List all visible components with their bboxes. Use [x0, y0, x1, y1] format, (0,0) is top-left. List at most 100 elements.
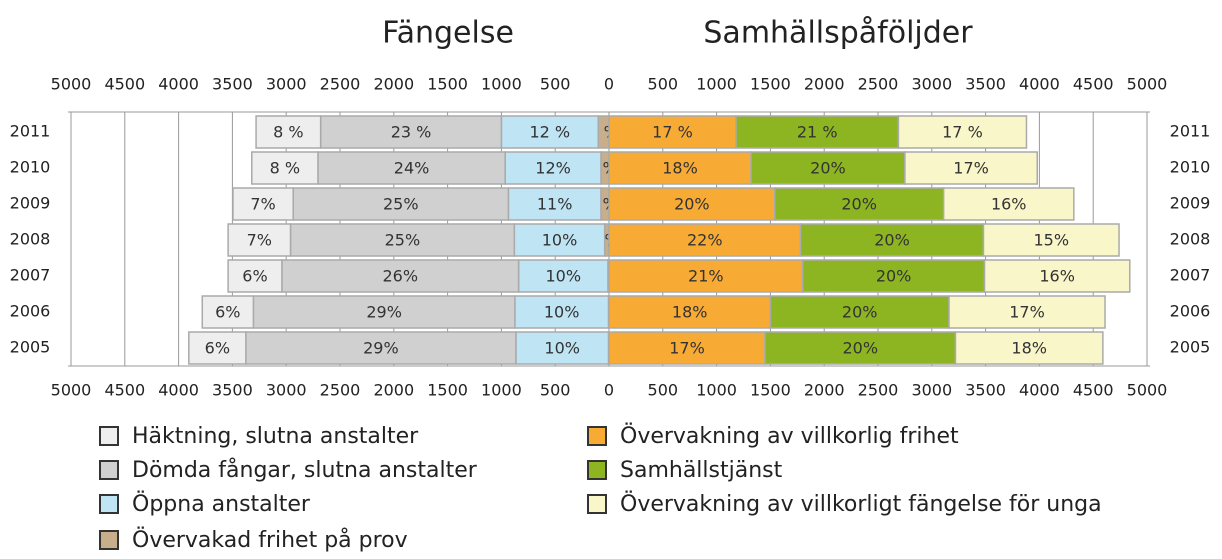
x-tick-label-bottom: 0	[604, 381, 614, 400]
value-label: 21%	[688, 267, 724, 286]
x-tick-label-bottom: 2500	[320, 381, 361, 400]
y-tick-label-left: 2006	[10, 302, 51, 321]
legend-label: Häktning, slutna anstalter	[132, 424, 419, 449]
bar-segment	[801, 259, 986, 293]
y-tick-label-left: 2010	[10, 158, 51, 177]
bar-segment	[255, 115, 322, 149]
value-label: 6%	[215, 303, 240, 322]
bar-segment	[608, 151, 752, 185]
bar-segment	[982, 223, 1120, 257]
value-label: 29%	[363, 339, 399, 358]
x-tick-label-bottom: 4500	[104, 381, 145, 400]
bar-segment	[517, 259, 609, 293]
bar-segment	[608, 295, 772, 329]
x-tick-label-top: 4000	[158, 75, 199, 94]
y-tick-label-right: 2011	[1170, 122, 1211, 141]
value-label: 17%	[669, 339, 705, 358]
legend-swatch	[587, 426, 607, 446]
x-tick-label-top: 1500	[427, 75, 468, 94]
x-tick-label-top: 2000	[804, 75, 845, 94]
bar-segment	[201, 295, 255, 329]
value-label: 22%	[687, 231, 723, 250]
value-label: 25%	[383, 195, 419, 214]
y-tick-label-right: 2006	[1170, 302, 1211, 321]
x-tick-label-bottom: 1000	[481, 381, 522, 400]
bar-segment	[948, 295, 1106, 329]
value-label: 17%	[953, 159, 989, 178]
value-label: 16%	[1039, 267, 1075, 286]
legend-swatch	[99, 426, 119, 446]
value-label: 20%	[841, 195, 877, 214]
x-tick-label-bottom: 2500	[858, 381, 899, 400]
legend-label: Övervakning av villkorlig frihet	[620, 423, 959, 449]
right-title: Samhällspåföljder	[703, 16, 973, 51]
bar-segment	[608, 187, 776, 221]
legend-swatch	[99, 460, 119, 480]
x-tick-label-bottom: 3500	[965, 381, 1006, 400]
value-label: 20%	[842, 339, 878, 358]
x-tick-label-bottom: 1500	[750, 381, 791, 400]
x-tick-label-bottom: 1500	[427, 381, 468, 400]
y-tick-label-left: 2005	[10, 338, 51, 357]
bar-segment	[289, 223, 516, 257]
value-label: 17%	[1009, 303, 1045, 322]
bar-segment	[897, 115, 1028, 149]
bar-segment	[904, 151, 1038, 185]
value-label: 17 %	[652, 123, 693, 142]
value-label: 11%	[537, 195, 573, 214]
y-tick-label-right: 2008	[1170, 230, 1211, 249]
x-tick-label-bottom: 3000	[911, 381, 952, 400]
x-tick-label-bottom: 500	[540, 381, 571, 400]
x-tick-label-bottom: 2000	[804, 381, 845, 400]
value-label: 6%	[242, 267, 267, 286]
x-tick-label-bottom: 4000	[1019, 381, 1060, 400]
value-label: 8 %	[273, 123, 303, 142]
legend-label: Övervakad frihet på prov	[132, 527, 408, 553]
value-label: 24%	[394, 159, 430, 178]
x-tick-label-top: 1000	[481, 75, 522, 94]
x-tick-label-bottom: 5000	[1127, 381, 1168, 400]
x-tick-label-top: 0	[604, 75, 614, 94]
bar-segment	[232, 187, 294, 221]
bar-segment	[227, 223, 292, 257]
bar-segment	[227, 259, 283, 293]
value-label: 20%	[874, 231, 910, 250]
legend-label: Dömda fångar, slutna anstalter	[132, 457, 478, 483]
x-tick-label-top: 3500	[212, 75, 253, 94]
x-tick-label-top: 3000	[911, 75, 952, 94]
x-tick-label-top: 5000	[51, 75, 92, 94]
bar-segment	[608, 331, 766, 365]
y-tick-label-right: 2009	[1170, 194, 1211, 213]
x-tick-label-top: 1500	[750, 75, 791, 94]
x-tick-label-bottom: 3500	[212, 381, 253, 400]
y-tick-label-right: 2010	[1170, 158, 1211, 177]
y-tick-label-left: 2007	[10, 266, 51, 285]
bar-segment	[319, 115, 503, 149]
value-label: 21 %	[797, 123, 838, 142]
bar-segment	[942, 187, 1075, 221]
value-label: 18%	[662, 159, 698, 178]
value-label: 10%	[544, 339, 580, 358]
legend-swatch	[99, 494, 119, 514]
bar-segment	[292, 187, 510, 221]
bar-segment	[799, 223, 985, 257]
bar-segment	[251, 151, 319, 185]
bar-segment	[769, 295, 950, 329]
y-tick-label-left: 2008	[10, 230, 51, 249]
value-label: 23 %	[391, 123, 432, 142]
x-tick-label-bottom: 1000	[696, 381, 737, 400]
bar-segment	[983, 259, 1131, 293]
value-label: 25%	[385, 231, 421, 250]
value-label: 8 %	[270, 159, 300, 178]
value-label: 18%	[672, 303, 708, 322]
bar-segment	[515, 331, 610, 365]
bar-segment	[954, 331, 1104, 365]
x-tick-label-top: 500	[648, 75, 679, 94]
legend-swatch	[99, 530, 119, 550]
legend-label: Öppna anstalter	[132, 491, 311, 517]
value-label: 18%	[1011, 339, 1047, 358]
legend-label: Samhällstjänst	[620, 458, 783, 483]
value-label: 12 %	[529, 123, 570, 142]
bar-segment	[500, 115, 599, 149]
